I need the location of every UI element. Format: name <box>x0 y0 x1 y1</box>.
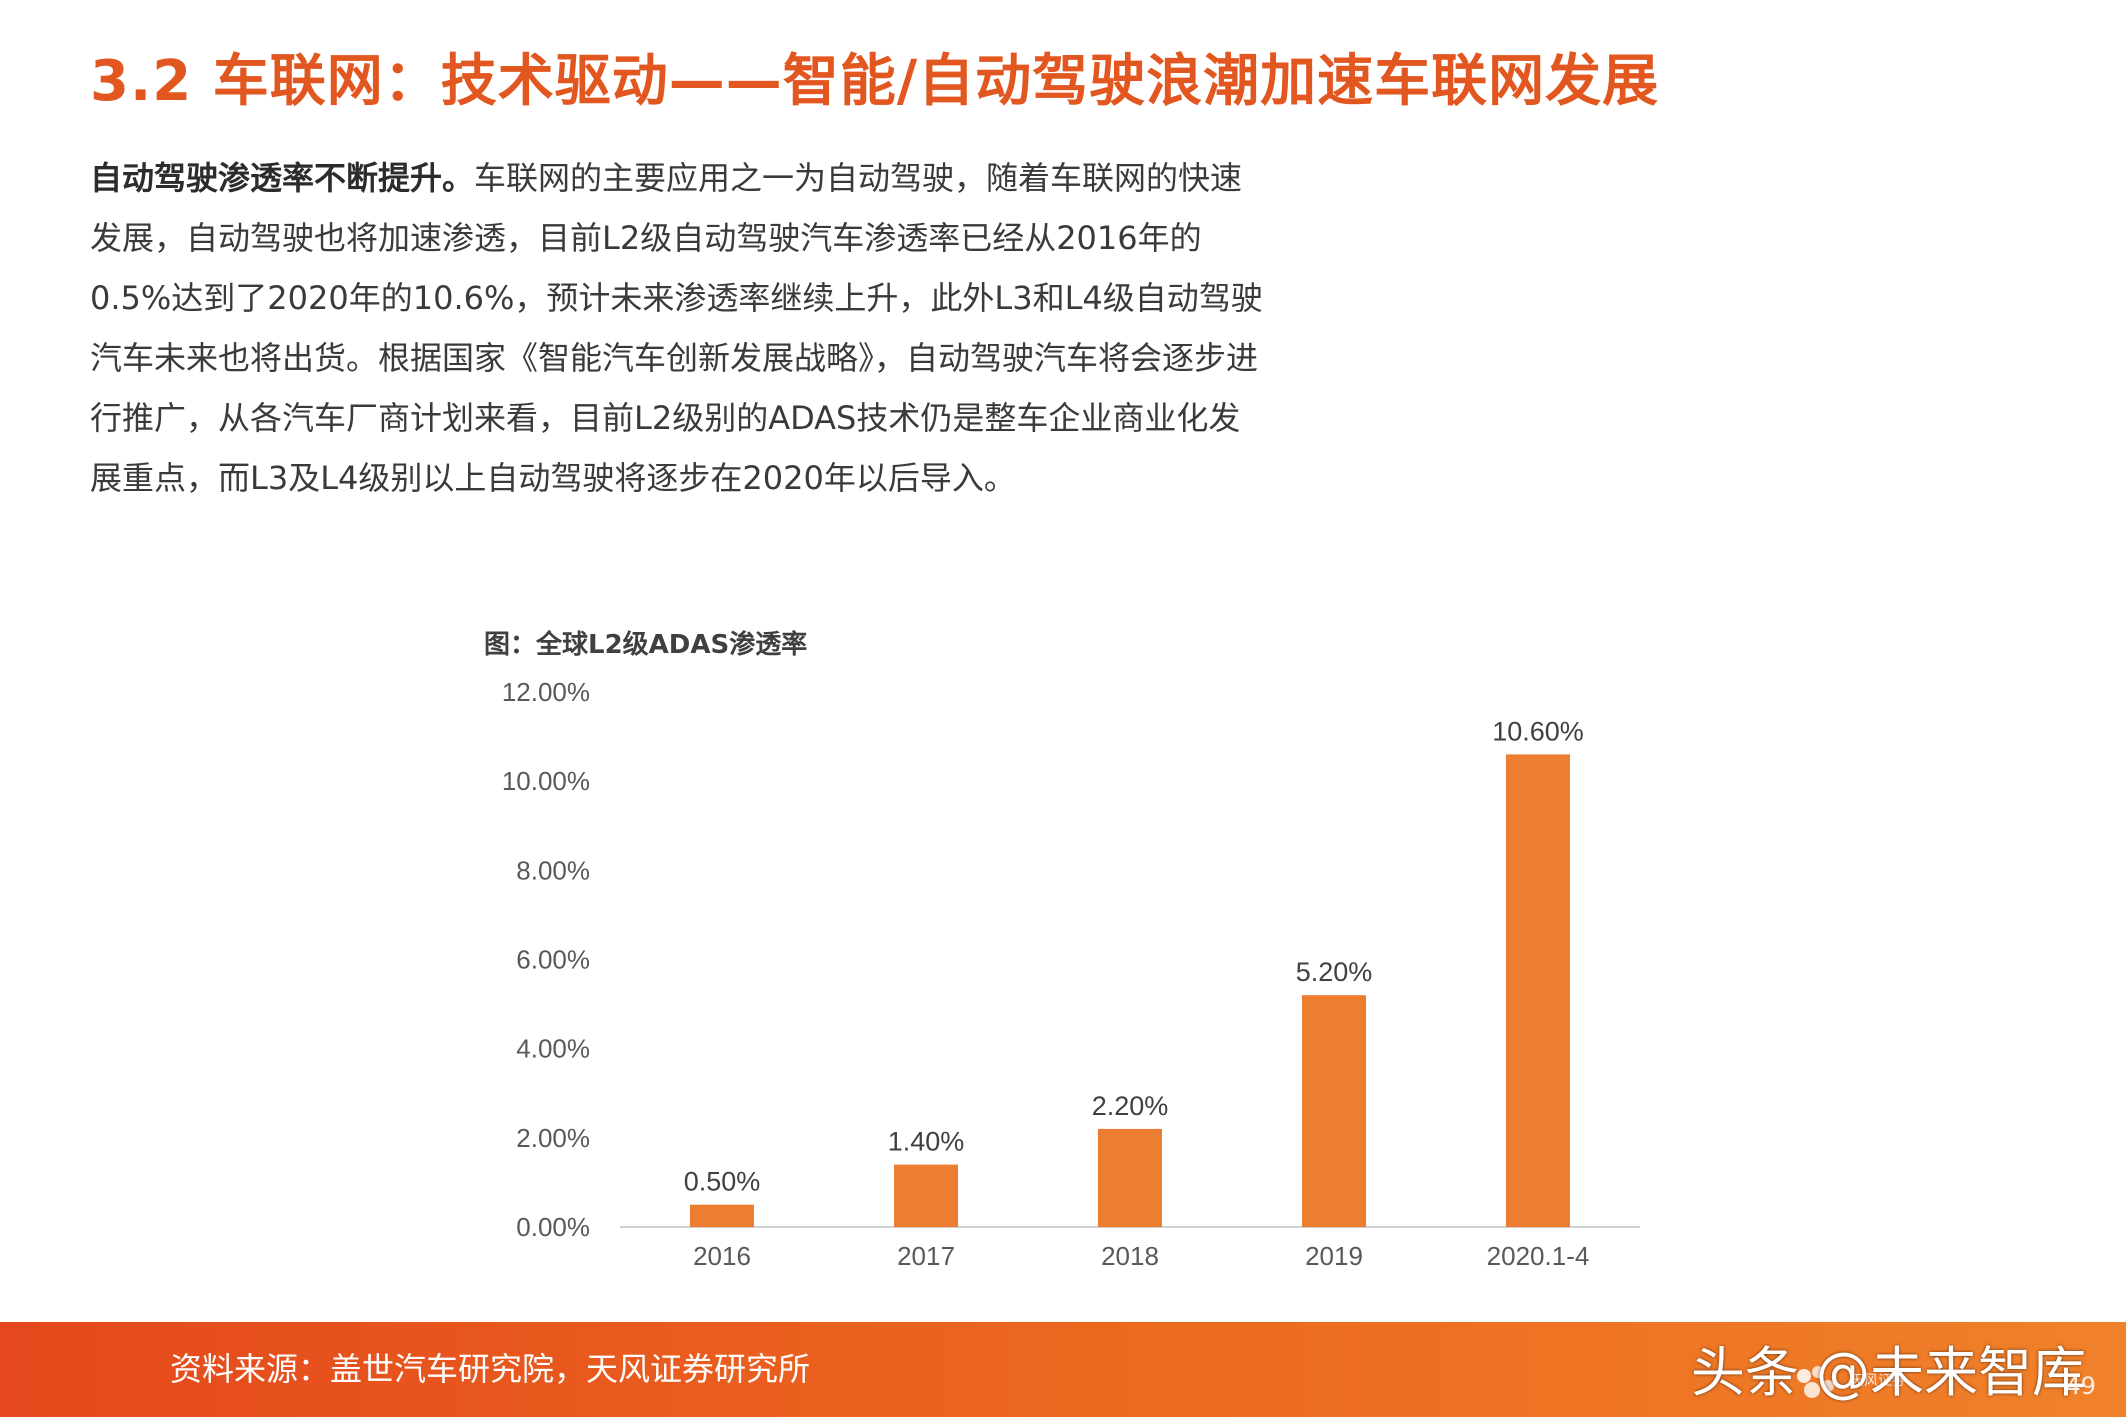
chart-caption: 图：全球L2级ADAS渗透率 <box>484 630 808 660</box>
bar-2019 <box>1302 995 1366 1227</box>
y-tick-label: 8.00% <box>516 855 590 885</box>
bar-2016 <box>690 1204 754 1227</box>
watermark: 头条 @未来智库 <box>1690 1341 2086 1404</box>
x-tick-label: 2020.1-4 <box>1487 1241 1590 1271</box>
y-tick-label: 4.00% <box>516 1034 590 1064</box>
x-tick-label: 2018 <box>1101 1241 1159 1271</box>
body-paragraph: 自动驾驶渗透率不断提升。车联网的主要应用之一为自动驾驶，随着车联网的快速发展，自… <box>90 148 1270 508</box>
y-tick-label: 0.00% <box>516 1212 590 1242</box>
data-label: 1.40% <box>888 1127 965 1157</box>
data-label: 0.50% <box>684 1167 761 1197</box>
page-title: 3.2 车联网：技术驱动——智能/自动驾驶浪潮加速车联网发展 <box>90 49 1660 114</box>
y-tick-label: 10.00% <box>502 766 590 796</box>
bar-2018 <box>1098 1128 1162 1227</box>
body-lead: 自动驾驶渗透率不断提升。 <box>90 159 475 197</box>
footer-bar: 资料来源：盖世汽车研究院，天风证券研究所 天风证券 头条 @未来智库 49 <box>0 1322 2126 1417</box>
x-tick-label: 2019 <box>1305 1241 1363 1271</box>
data-label: 2.20% <box>1092 1091 1169 1121</box>
page-number: 49 <box>2065 1372 2096 1400</box>
logo-text: 天风证券 <box>1850 1373 1906 1389</box>
x-tick-label: 2017 <box>897 1241 955 1271</box>
tf-securities-logo-icon <box>1797 1366 1834 1398</box>
bar-chart: 0.00% 2.00% 4.00% 6.00% 8.00% 10.00% 12.00% 0.5… <box>502 677 1640 1271</box>
bar-2017 <box>894 1164 958 1227</box>
bar-2020.1-4 <box>1506 754 1570 1227</box>
y-tick-label: 2.00% <box>516 1123 590 1153</box>
data-label: 5.20% <box>1296 957 1373 987</box>
body-text: 车联网的主要应用之一为自动驾驶，随着车联网的快速发展，自动驾驶也将加速渗透，目前… <box>90 159 1263 497</box>
y-tick-label: 12.00% <box>502 677 590 707</box>
x-tick-label: 2016 <box>693 1241 751 1271</box>
source-note: 资料来源：盖世汽车研究院，天风证券研究所 <box>170 1350 811 1388</box>
data-label: 10.60% <box>1492 716 1584 746</box>
y-tick-label: 6.00% <box>516 945 590 975</box>
